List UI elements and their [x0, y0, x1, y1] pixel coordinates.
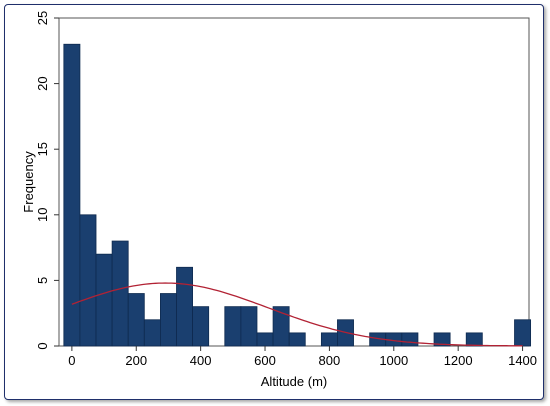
- y-tick-label: 20: [35, 76, 50, 90]
- y-tick-label: 5: [35, 277, 50, 284]
- histogram-bar: [256, 332, 274, 347]
- x-tick-label: 200: [125, 353, 147, 368]
- histogram-bar: [127, 293, 145, 347]
- histogram-bar: [433, 332, 451, 347]
- bars-group: [63, 43, 532, 347]
- y-tick-label: 0: [35, 342, 50, 349]
- histogram-bar: [79, 214, 97, 347]
- histogram-bar: [192, 306, 210, 347]
- histogram-bar: [95, 253, 113, 347]
- histogram-bar: [240, 306, 258, 347]
- histogram-bar: [514, 319, 532, 347]
- y-tick-label: 15: [35, 142, 50, 156]
- x-tick-label: 600: [254, 353, 276, 368]
- y-axis-label: Frequency: [21, 151, 36, 213]
- histogram-bar: [160, 293, 177, 347]
- y-axis: 0 5 10 15 20 25: [35, 11, 59, 350]
- histogram-bar: [465, 332, 483, 347]
- histogram-bar: [224, 306, 242, 347]
- histogram-bar: [320, 332, 338, 347]
- x-tick-label: 1400: [508, 353, 537, 368]
- histogram-bar: [111, 240, 129, 347]
- histogram-bar: [63, 43, 81, 347]
- x-tick-label: 1000: [379, 353, 408, 368]
- normal-curve: [71, 282, 523, 347]
- y-tick-label: 10: [35, 208, 50, 222]
- histogram-bar: [272, 306, 290, 347]
- x-tick-label: 800: [319, 353, 341, 368]
- x-tick-label: 1200: [444, 353, 473, 368]
- histogram-bar: [143, 319, 161, 347]
- histogram-bar: [401, 332, 419, 347]
- x-axis: 0 200 400 600 800 1000 1200 1400: [68, 346, 537, 368]
- y-tick-label: 25: [35, 11, 50, 25]
- x-axis-label: Altitude (m): [261, 374, 327, 389]
- x-tick-label: 0: [68, 353, 75, 368]
- histogram-bar: [288, 332, 306, 347]
- x-tick-label: 400: [190, 353, 212, 368]
- histogram-bar: [176, 266, 193, 347]
